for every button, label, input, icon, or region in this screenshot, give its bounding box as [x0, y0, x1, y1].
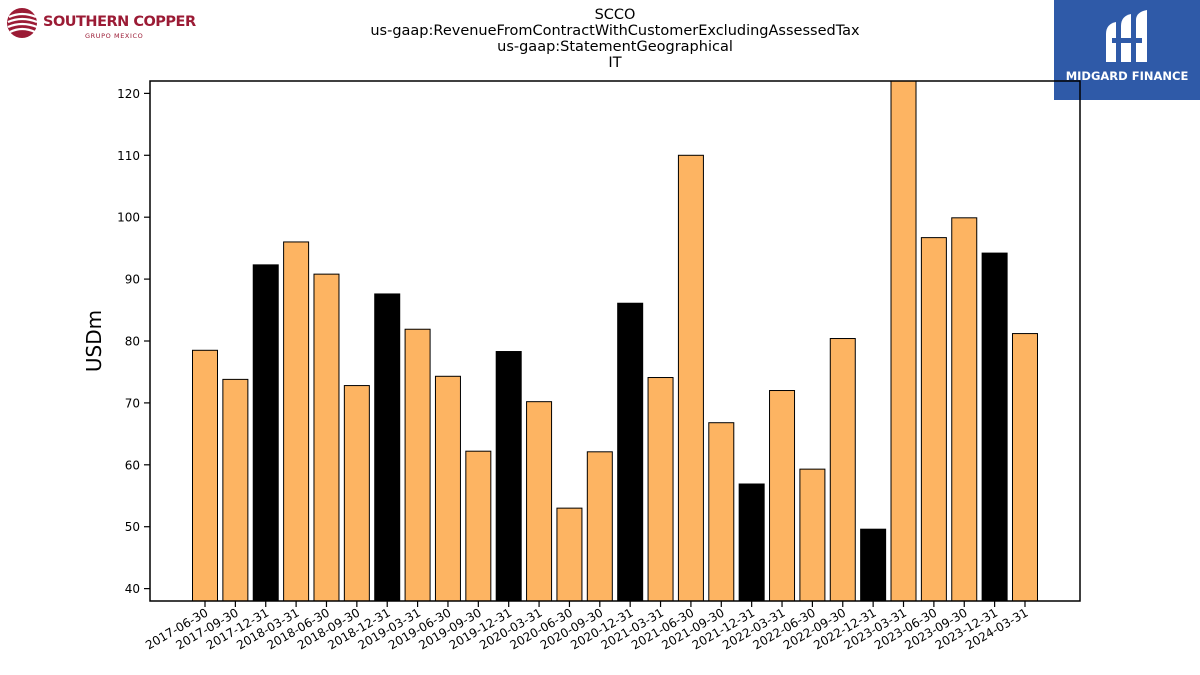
bar-2022-09-30: [829, 338, 856, 602]
bar-2020-06-30: [556, 507, 583, 602]
midgard-emblem-icon: [1106, 10, 1147, 62]
bar-2017-09-30: [222, 378, 249, 602]
bar-2019-12-31: [495, 351, 522, 602]
bar-2021-06-30: [677, 154, 704, 602]
y-tick-label: 90: [125, 273, 140, 287]
bar-2023-12-31: [981, 252, 1008, 602]
midgard-finance-logo: MIDGARD FINANCE: [1054, 0, 1200, 100]
bar-2020-03-31: [526, 401, 553, 602]
bar-2022-06-30: [799, 468, 826, 602]
bar-2021-12-31: [738, 483, 765, 602]
bar-2019-06-30: [434, 375, 461, 602]
bar-2023-09-30: [951, 217, 978, 602]
bar-2023-03-31: [890, 80, 917, 602]
midgard-finance-name: MIDGARD FINANCE: [1065, 69, 1189, 83]
bar-2017-12-31: [252, 264, 279, 602]
y-tick-label: 80: [125, 335, 140, 349]
bar-2024-03-31: [1011, 333, 1038, 602]
y-tick-label: 60: [125, 458, 140, 472]
chart-title-line: us-gaap:RevenueFromContractWithCustomerE…: [370, 23, 860, 39]
chart-title-line: SCCO: [594, 7, 636, 23]
x-axis: 2017-06-302017-09-302017-12-312018-03-31…: [143, 601, 1030, 652]
bar-2022-03-31: [769, 390, 796, 602]
y-axis: 40 50 60 70 80 90 100 110 120: [117, 87, 150, 596]
y-tick-label: 50: [125, 520, 140, 534]
bar-2020-12-31: [617, 302, 644, 602]
y-tick-label: 100: [117, 211, 140, 225]
bar-2018-09-30: [343, 385, 370, 602]
bar-2019-03-31: [404, 328, 431, 602]
bar-2019-09-30: [465, 450, 492, 602]
chart-title-line: IT: [608, 55, 622, 71]
bar-2021-09-30: [708, 422, 735, 602]
y-tick-label: 70: [125, 396, 140, 410]
brand-subtitle: GRUPO MEXICO: [85, 32, 144, 40]
bar-2017-06-30: [192, 349, 218, 602]
bar-2022-12-31: [860, 528, 887, 602]
y-tick-label: 120: [117, 87, 140, 101]
bar-2018-06-30: [313, 273, 340, 602]
y-axis-label: USDm: [82, 310, 106, 372]
chart-title-line: us-gaap:StatementGeographical: [497, 39, 733, 55]
bars-layer: [192, 80, 1038, 602]
chart-title: SCCO us-gaap:RevenueFromContractWithCust…: [215, 7, 1015, 71]
y-tick-label: 40: [125, 582, 140, 596]
y-tick-label: 110: [117, 149, 140, 163]
bar-2018-12-31: [374, 293, 401, 602]
bar-2018-03-31: [283, 241, 310, 602]
bar-2023-06-30: [920, 237, 947, 602]
bar-2021-03-31: [647, 377, 674, 602]
bar-2020-09-30: [586, 451, 613, 602]
southern-copper-emblem-icon: [7, 8, 38, 38]
brand-name: SOUTHERN COPPER: [43, 14, 196, 30]
southern-copper-logo: SOUTHERN COPPER GRUPO MEXICO: [5, 5, 196, 45]
